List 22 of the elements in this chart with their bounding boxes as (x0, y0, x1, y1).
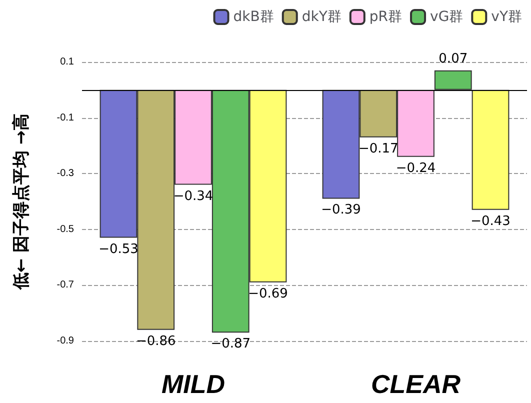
y-axis-title: 低← 因子得点平均 →高 (12, 113, 32, 291)
legend-label: pR群 (369, 9, 402, 25)
data-label: −0.53 (98, 242, 138, 257)
data-label: −0.87 (210, 336, 251, 352)
x-tick-label: CLEAR (370, 369, 461, 399)
data-label: −0.86 (136, 334, 176, 349)
y-tick-label: 0.1 (60, 56, 74, 68)
data-label: −0.24 (396, 160, 436, 176)
y-tick-label: -0.7 (56, 280, 74, 291)
data-label: −0.43 (470, 214, 510, 229)
legend-label: vY群 (491, 9, 522, 25)
data-label: −0.39 (321, 202, 361, 218)
legend-label: vG群 (430, 9, 464, 25)
y-tick-label: -0.5 (56, 224, 74, 235)
legend-label: dkY群 (302, 9, 342, 25)
legend-label: dkB群 (233, 9, 274, 25)
y-tick-label: -0.9 (56, 336, 74, 346)
y-tick-label: -0.1 (56, 112, 74, 124)
data-label: 0.07 (438, 51, 468, 66)
data-label: −0.69 (248, 286, 288, 302)
y-tick-label: -0.3 (56, 168, 74, 180)
x-tick-label: MILD (161, 369, 226, 399)
